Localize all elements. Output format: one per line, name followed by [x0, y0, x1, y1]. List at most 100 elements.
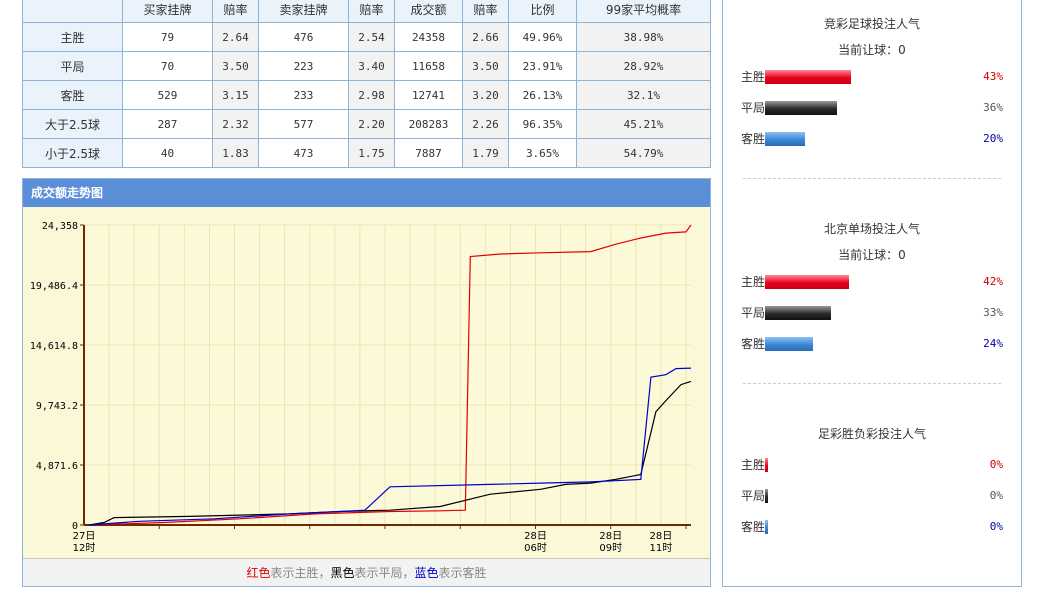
cell-avg-probability: 28.92% [576, 51, 711, 81]
section-title: 北京单场投注人气 [823, 222, 920, 236]
cell-odds: 3.20 [462, 80, 509, 110]
row-label: 客胜 [22, 80, 123, 110]
legend-black: 黑色 [330, 566, 355, 580]
x-tick-label-hour: 11时 [650, 542, 673, 554]
cell-turnover: 208283 [394, 109, 463, 139]
legend-blue: 蓝色 [414, 566, 439, 580]
header-buyer-listing: 买家挂牌 [122, 0, 213, 23]
cell-seller-listing: 473 [258, 138, 349, 168]
popularity-percent: 36% [983, 101, 1003, 114]
popularity-row-home: 主胜 0% [741, 457, 1003, 473]
popularity-row-away: 客胜 24% [741, 336, 1003, 352]
popularity-bar [765, 132, 805, 146]
cell-ratio: 49.96% [508, 22, 577, 52]
table-row: 主胜 79 2.64 476 2.54 24358 2.66 49.96% 38… [22, 22, 711, 52]
row-label: 小于2.5球 [22, 138, 123, 168]
cell-ratio: 96.35% [508, 109, 577, 139]
popularity-percent: 42% [983, 275, 1003, 288]
popularity-percent: 0% [989, 489, 1003, 502]
section-divider [743, 178, 1001, 179]
cell-buyer-listing: 79 [122, 22, 213, 52]
cell-odds: 2.98 [348, 80, 395, 110]
chart-legend: 红色表示主胜，黑色表示平局，蓝色表示客胜 [23, 558, 710, 586]
cell-avg-probability: 45.21% [576, 109, 711, 139]
table-row: 客胜 529 3.15 233 2.98 12741 3.20 26.13% 3… [22, 80, 711, 110]
popularity-percent: 24% [983, 337, 1003, 350]
cell-odds: 3.15 [212, 80, 259, 110]
row-label: 客胜 [741, 132, 766, 146]
handicap-text: 当前让球：0 [838, 43, 906, 57]
cell-seller-listing: 577 [258, 109, 349, 139]
row-label: 客胜 [741, 337, 766, 351]
y-tick-label: 4,871.6 [36, 461, 78, 472]
y-tick-label: 14,614.8 [30, 341, 78, 352]
y-tick-label: 19,486.4 [30, 281, 78, 292]
row-label: 主胜 [741, 275, 766, 289]
cell-odds: 2.54 [348, 22, 395, 52]
cell-seller-listing: 223 [258, 51, 349, 81]
x-tick-label-day: 28日 [599, 531, 622, 542]
popularity-percent: 0% [989, 458, 1003, 471]
legend-text-away: 表示客胜 [438, 566, 487, 580]
row-label: 平局 [741, 306, 766, 320]
cell-odds: 1.79 [462, 138, 509, 168]
odds-header-row: 买家挂牌 赔率 卖家挂牌 赔率 成交额 赔率 比例 99家平均概率 [22, 0, 711, 23]
row-label: 平局 [741, 489, 766, 503]
popularity-row-away: 客胜 20% [741, 131, 1003, 147]
header-ratio: 比例 [508, 0, 577, 23]
turnover-trend-chart: 0 4,871.6 9,743.2 14,614.8 19,486.4 24,358 27日… [30, 221, 692, 554]
cell-ratio: 26.13% [508, 80, 577, 110]
cell-buyer-listing: 70 [122, 51, 213, 81]
cell-avg-probability: 54.79% [576, 138, 711, 168]
popularity-row-home: 主胜 43% [741, 69, 1003, 85]
cell-avg-probability: 38.98% [576, 22, 711, 52]
popularity-sidebar: 竞彩足球投注人气 当前让球：0 主胜 43% 平局 36% 客胜 20% 北京单… [722, 0, 1022, 587]
section-divider [743, 383, 1001, 384]
header-odds: 赔率 [212, 0, 259, 23]
y-tick-label: 9,743.2 [36, 401, 78, 412]
popularity-row-draw: 平局 0% [741, 488, 1003, 504]
cell-turnover: 24358 [394, 22, 463, 52]
cell-ratio: 3.65% [508, 138, 577, 168]
row-label: 大于2.5球 [22, 109, 123, 139]
cell-odds: 2.20 [348, 109, 395, 139]
popularity-percent: 33% [983, 306, 1003, 319]
cell-odds: 3.50 [212, 51, 259, 81]
cell-odds: 2.66 [462, 22, 509, 52]
trend-chart-panel: 成交额走势图 0 4,871.6 9,743.2 14,614.8 19,486.4 24… [22, 178, 711, 587]
popularity-percent: 20% [983, 132, 1003, 145]
header-avg-probability: 99家平均概率 [576, 0, 711, 23]
handicap-text: 当前让球：0 [838, 248, 906, 262]
cell-turnover: 12741 [394, 80, 463, 110]
popularity-row-draw: 平局 36% [741, 100, 1003, 116]
cell-avg-probability: 32.1% [576, 80, 711, 110]
popularity-bar [765, 70, 851, 84]
row-label: 平局 [741, 101, 766, 115]
popularity-bar [765, 458, 768, 472]
row-label: 主胜 [741, 458, 766, 472]
section-title: 足彩胜负彩投注人气 [817, 427, 926, 441]
header-turnover: 成交额 [394, 0, 463, 23]
cell-seller-listing: 233 [258, 80, 349, 110]
popularity-percent: 0% [989, 520, 1003, 533]
popularity-bar [765, 337, 813, 351]
chart-title: 成交额走势图 [23, 179, 710, 207]
y-tick-label: 0 [72, 521, 78, 532]
popularity-row-draw: 平局 33% [741, 305, 1003, 321]
zucai-popularity-section: 足彩胜负彩投注人气 [723, 425, 1021, 442]
cell-buyer-listing: 287 [122, 109, 213, 139]
cell-odds: 2.26 [462, 109, 509, 139]
header-odds: 赔率 [462, 0, 509, 23]
cell-buyer-listing: 529 [122, 80, 213, 110]
header-odds: 赔率 [348, 0, 395, 23]
x-tick-label-hour: 09时 [599, 542, 622, 554]
x-tick-label-day: 28日 [524, 531, 547, 542]
cell-odds: 3.50 [462, 51, 509, 81]
legend-text-draw: 表示平局， [354, 566, 415, 580]
legend-text-home: 表示主胜， [270, 566, 331, 580]
cell-buyer-listing: 40 [122, 138, 213, 168]
odds-table: 买家挂牌 赔率 卖家挂牌 赔率 成交额 赔率 比例 99家平均概率 主胜 79 … [22, 0, 711, 168]
table-row: 小于2.5球 40 1.83 473 1.75 7887 1.79 3.65% … [22, 138, 711, 168]
cell-odds: 2.64 [212, 22, 259, 52]
table-row: 大于2.5球 287 2.32 577 2.20 208283 2.26 96.… [22, 109, 711, 139]
